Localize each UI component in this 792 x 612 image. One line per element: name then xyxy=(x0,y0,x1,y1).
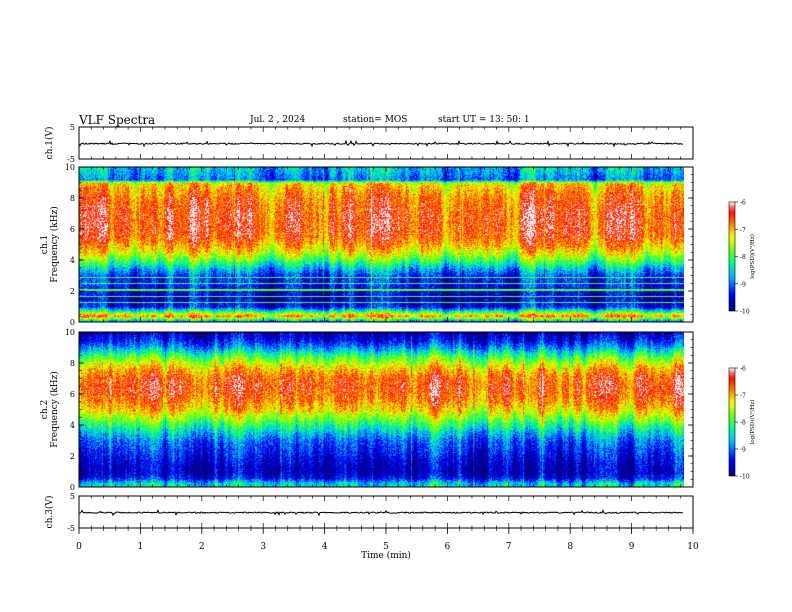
x-tick-label: 9 xyxy=(629,542,635,552)
x-tick-label: 0 xyxy=(76,542,82,552)
x-tick-label: 2 xyxy=(199,542,205,552)
x-tick-label: 8 xyxy=(567,542,573,552)
colorbar-label-ch2-spectrogram: log(PSD)(V²/Hz) xyxy=(749,400,756,445)
x-tick-label: 1 xyxy=(138,542,144,552)
spectrogram-images xyxy=(79,167,684,487)
start-time-label: start UT = 13: 50: 1 xyxy=(438,115,530,125)
colorbars: -6 -7 -8 -9 -10 log(PSD)(V²/Hz) -6 -7 -8 -9 -10 log… xyxy=(728,200,756,481)
y-axis-label-ch1-waveform: ch.1(V) xyxy=(44,127,55,160)
y-tick-label-ch1-spectrogram: 0 xyxy=(70,318,75,327)
colorbar-tick-label-ch2-spectrogram: -6 xyxy=(740,366,746,373)
y-tick-label-ch2-spectrogram: 4 xyxy=(70,421,75,430)
colorbar-tick-label-ch1-spectrogram: -8 xyxy=(740,254,746,261)
colorbar-ch2-spectrogram xyxy=(728,367,736,477)
colorbar-tick-label-ch2-spectrogram: -9 xyxy=(740,447,746,454)
y-axis-label-ch2-spectrogram: ch.2 xyxy=(40,400,50,419)
waveform-traces xyxy=(78,139,684,517)
x-tick-label: 6 xyxy=(445,542,451,552)
colorbar-tick-label-ch1-spectrogram: -7 xyxy=(740,227,746,234)
y-tick-label-ch2-spectrogram: 10 xyxy=(65,328,75,337)
y-tick-label-ch1-waveform: -5 xyxy=(67,155,75,164)
y-axis-label-ch1-spectrogram: ch.1 xyxy=(40,235,50,254)
y-tick-label-ch1-spectrogram: 10 xyxy=(65,163,75,172)
y-tick-label-ch1-spectrogram: 4 xyxy=(70,256,75,265)
y-axis-label-2-ch1-spectrogram: Frequency (kHz) xyxy=(49,206,60,283)
chart-title: VLF Spectra xyxy=(79,113,156,127)
colorbar-tick-label-ch1-spectrogram: -10 xyxy=(740,309,750,316)
colorbar-tick-label-ch2-spectrogram: -7 xyxy=(740,393,746,400)
y-tick-label-ch2-spectrogram: 0 xyxy=(70,483,75,492)
x-tick-label: 10 xyxy=(687,542,699,552)
y-tick-label-ch2-spectrogram: 2 xyxy=(70,452,75,461)
axis-ticks xyxy=(78,126,694,534)
colorbar-ch1-spectrogram xyxy=(728,201,736,312)
x-tick-label: 4 xyxy=(322,542,328,552)
y-tick-label-ch1-spectrogram: 2 xyxy=(70,287,75,296)
y-tick-label-ch3-waveform: -5 xyxy=(67,524,75,533)
y-tick-label-ch1-waveform: 5 xyxy=(70,123,75,132)
y-axis-label-ch3-waveform: ch.3(V) xyxy=(44,496,55,529)
spectrogram-image-ch2-spectrogram xyxy=(79,332,684,487)
y-tick-label-ch3-waveform: 5 xyxy=(70,492,75,501)
y-tick-label-ch2-spectrogram: 6 xyxy=(70,390,75,399)
station-label: station= MOS xyxy=(343,115,408,125)
x-tick-label: 7 xyxy=(506,542,512,552)
waveform-trace-ch3-waveform xyxy=(78,508,684,517)
y-tick-label-ch1-spectrogram: 8 xyxy=(70,194,75,203)
waveform-trace-ch1-waveform xyxy=(78,139,684,148)
date-label: Jul. 2 , 2024 xyxy=(250,115,306,125)
spectrogram-image-ch1-spectrogram xyxy=(79,167,684,322)
x-axis-label: Time (min) xyxy=(361,550,411,561)
colorbar-tick-label-ch2-spectrogram: -8 xyxy=(740,420,746,427)
y-tick-label-ch1-spectrogram: 6 xyxy=(70,225,75,234)
x-tick-label: 5 xyxy=(383,542,389,552)
colorbar-tick-label-ch1-spectrogram: -6 xyxy=(740,200,746,207)
y-axis-label-2-ch2-spectrogram: Frequency (kHz) xyxy=(49,371,60,448)
colorbar-tick-label-ch1-spectrogram: -9 xyxy=(740,281,746,288)
colorbar-tick-label-ch2-spectrogram: -10 xyxy=(740,474,750,481)
colorbar-label-ch1-spectrogram: log(PSD)(V²/Hz) xyxy=(749,234,756,279)
x-tick-label: 3 xyxy=(260,542,266,552)
y-tick-label-ch2-spectrogram: 8 xyxy=(70,359,75,368)
